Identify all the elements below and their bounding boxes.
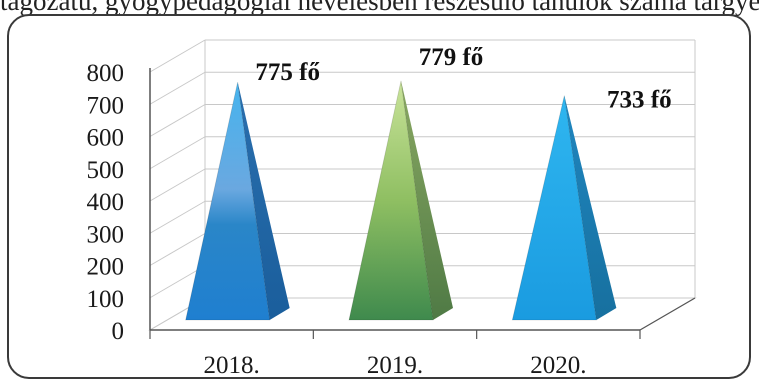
chart-frame xyxy=(7,14,751,379)
data-label: 733 fő xyxy=(607,87,672,114)
bar-side-face xyxy=(564,95,617,320)
y-tick-label: 600 xyxy=(87,125,125,152)
gridline-side xyxy=(149,200,206,234)
y-tick-label: 800 xyxy=(87,60,125,87)
y-tick-label: 200 xyxy=(87,254,125,281)
bar-layer xyxy=(185,80,617,321)
x-tick-label: 2019. xyxy=(367,352,423,379)
bar-front-face xyxy=(185,81,271,321)
y-tick-label: 700 xyxy=(87,92,125,119)
axis-layer: 0 100 200 300 400 500 600 700 800 2018. 2019. 2020. xyxy=(87,60,696,379)
data-label: 779 fő xyxy=(419,44,484,71)
gridline-side xyxy=(149,168,206,202)
y-tick-label: 400 xyxy=(87,189,125,216)
gridline-side xyxy=(149,136,206,170)
y-tick-label: 0 xyxy=(112,318,125,345)
gridline-side xyxy=(149,39,206,73)
bar-front-face xyxy=(511,95,597,321)
bar-2019. xyxy=(348,80,453,321)
gridline-side xyxy=(149,265,206,299)
x-axis-depth xyxy=(639,297,696,331)
bar-front-face xyxy=(348,80,434,321)
gridline-side xyxy=(149,104,206,137)
bar-2018. xyxy=(185,81,290,321)
gridline-side xyxy=(149,233,206,266)
bar-side-face xyxy=(237,82,290,320)
chart-top-text: tagozatú, gyógypedagógiai nevelésben rés… xyxy=(0,0,759,16)
data-label: 775 fő xyxy=(255,59,320,86)
label-layer: 775 fő 779 fő 733 fő xyxy=(255,44,671,114)
bar-side-face xyxy=(401,80,453,321)
x-tick-label: 2018. xyxy=(204,352,260,379)
y-tick-label: 100 xyxy=(87,286,125,313)
y-tick-label: 500 xyxy=(87,157,125,184)
x-tick-label: 2020. xyxy=(530,352,586,379)
gridline-side xyxy=(149,71,206,105)
bar-2020. xyxy=(511,95,617,321)
y-tick-label: 300 xyxy=(87,221,125,248)
